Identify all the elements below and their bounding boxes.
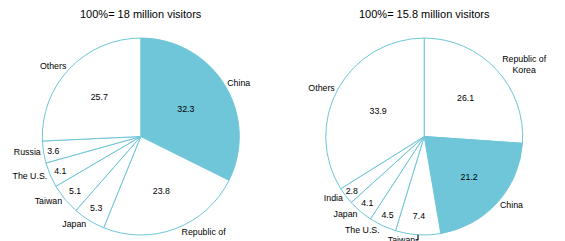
- svg-text:Others: Others: [40, 61, 67, 71]
- svg-text:The U.S.: The U.S.: [13, 171, 48, 181]
- svg-text:23.8: 23.8: [153, 186, 170, 196]
- svg-text:100%= 15.8 million visitors: 100%= 15.8 million visitors: [359, 8, 490, 20]
- svg-text:Japan: Japan: [333, 209, 357, 219]
- svg-text:Taiwan: Taiwan: [35, 196, 62, 206]
- svg-text:2.8: 2.8: [346, 186, 358, 196]
- svg-text:32.3: 32.3: [177, 104, 194, 114]
- svg-text:Republic ofKorea: Republic ofKorea: [502, 54, 547, 75]
- svg-text:100%= 18 million visitors: 100%= 18 million visitors: [80, 8, 202, 20]
- svg-text:3.6: 3.6: [47, 146, 59, 156]
- svg-text:Japan: Japan: [62, 219, 86, 229]
- svg-text:4.1: 4.1: [54, 166, 66, 176]
- svg-text:33.9: 33.9: [370, 106, 387, 116]
- svg-text:Taiwan: Taiwan: [388, 235, 415, 241]
- svg-text:5.1: 5.1: [69, 186, 81, 196]
- svg-text:4.1: 4.1: [361, 198, 373, 208]
- svg-text:China: China: [227, 78, 250, 88]
- svg-text:5.3: 5.3: [90, 203, 102, 213]
- svg-text:Others: Others: [308, 83, 335, 93]
- svg-text:7.4: 7.4: [413, 211, 425, 221]
- svg-text:Russia: Russia: [14, 147, 41, 157]
- svg-text:China: China: [500, 200, 523, 210]
- svg-text:India: India: [324, 193, 343, 203]
- svg-text:26.1: 26.1: [457, 93, 474, 103]
- svg-text:The U.S.: The U.S.: [345, 225, 380, 235]
- svg-text:4.5: 4.5: [381, 210, 393, 220]
- svg-text:25.7: 25.7: [91, 92, 108, 102]
- svg-text:Republic ofKorea: Republic ofKorea: [182, 227, 227, 241]
- svg-text:21.2: 21.2: [461, 172, 478, 182]
